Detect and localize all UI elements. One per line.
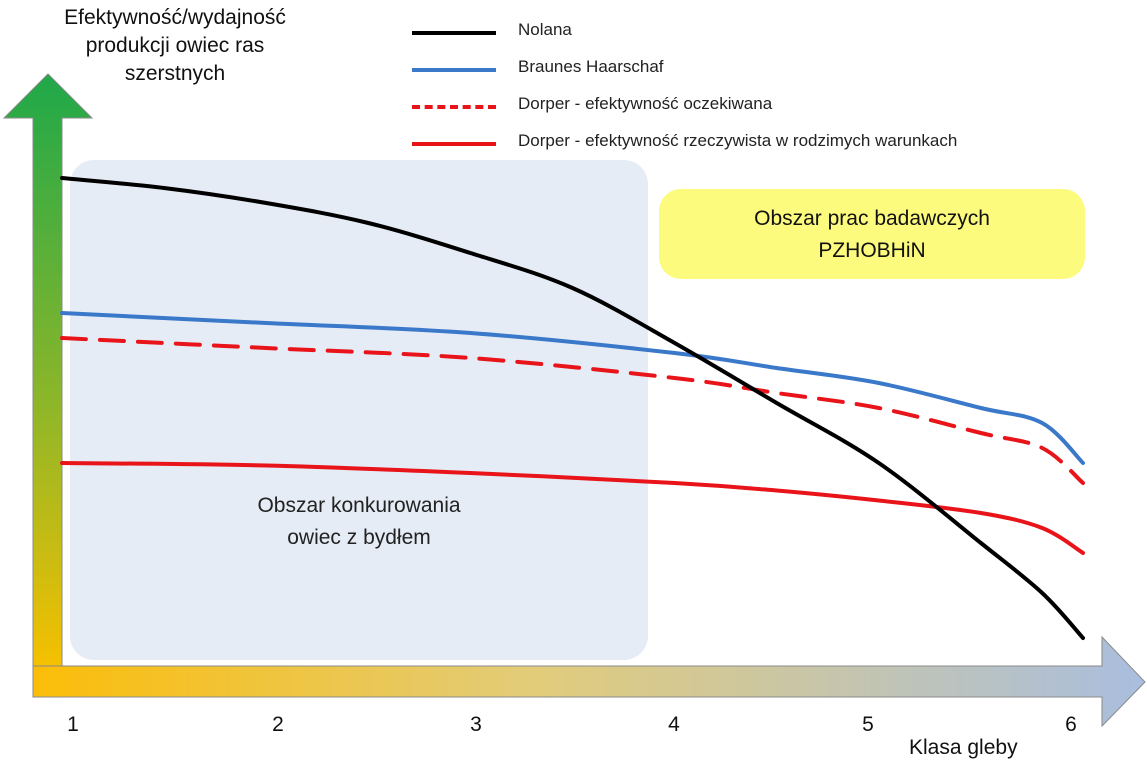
x-tick-label: 4 — [668, 713, 680, 736]
x-tick-label: 1 — [67, 713, 79, 736]
x-tick-label: 3 — [470, 713, 482, 736]
x-tick-label: 6 — [1065, 713, 1077, 736]
legend-swatch-dorper-actual — [412, 142, 496, 146]
series-line-nolana — [60, 176, 1085, 640]
research-region-label: Obszar prac badawczych PZHOBHiN — [754, 207, 990, 262]
x-axis-label: Klasa gleby — [909, 736, 1018, 759]
series-line-braunes-haarschaf — [60, 311, 1085, 465]
legend-label-braunes-haarschaf: Braunes Haarschaf — [518, 57, 664, 76]
competition-region — [70, 160, 648, 660]
legend-swatch-dorper-expected — [412, 105, 496, 109]
y-axis-label: Efektywność/wydajność produkcji owiec ra… — [64, 6, 286, 85]
y-axis-arrow — [2, 73, 94, 667]
competition-region-label: Obszar konkurowania owiec z bydłem — [257, 494, 461, 549]
legend-label-dorper-actual: Dorper - efektywność rzeczywista w rodzi… — [518, 131, 958, 150]
x-tick-label: 5 — [862, 713, 874, 736]
series-line-dorper-expected — [60, 336, 1085, 485]
series-line-dorper-actual — [60, 461, 1085, 555]
legend-label-dorper-expected: Dorper - efektywność oczekiwana — [518, 94, 773, 113]
legend-swatch-braunes-haarschaf — [412, 68, 496, 72]
legend-label-nolana: Nolana — [518, 20, 572, 39]
legend-swatch-nolana — [412, 31, 496, 35]
research-region — [659, 189, 1085, 279]
x-tick-label: 2 — [272, 713, 284, 736]
x-axis-arrow — [32, 635, 1146, 728]
